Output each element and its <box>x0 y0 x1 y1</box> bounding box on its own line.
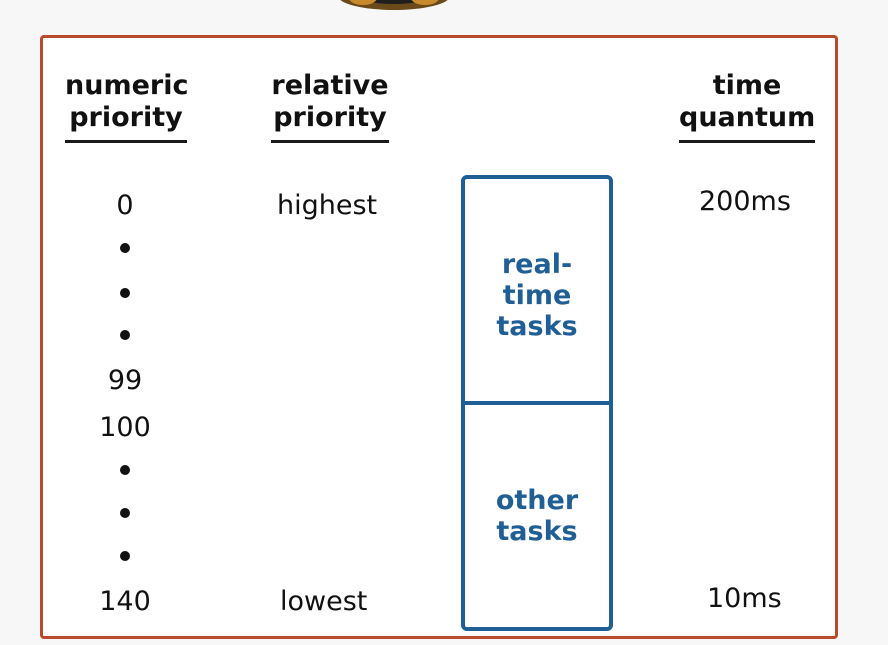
header-line: quantum <box>679 102 816 133</box>
ellipsis-dot <box>120 508 130 518</box>
ellipsis-dot <box>120 288 130 298</box>
other-tasks-segment: other tasks <box>465 485 609 547</box>
ellipsis-dot <box>120 243 130 253</box>
header-line: priority <box>69 102 183 133</box>
relative-highest: highest <box>277 190 378 221</box>
segment-line: tasks <box>496 311 578 342</box>
header-line: priority <box>273 102 387 133</box>
segment-line: tasks <box>496 516 578 547</box>
header-time-quantum: time quantum <box>679 70 815 143</box>
logo-icon <box>340 0 448 10</box>
task-priority-stack: real- time tasks other tasks <box>461 175 613 631</box>
header-relative-priority: relative priority <box>271 70 389 143</box>
priority-140: 140 <box>99 586 151 617</box>
time-quantum-top: 200ms <box>699 186 791 217</box>
header-line: relative <box>271 70 389 101</box>
header-numeric-priority: numeric priority <box>65 70 189 143</box>
time-quantum-bottom: 10ms <box>707 583 782 614</box>
segment-line: real- <box>501 249 573 280</box>
ellipsis-dot <box>120 551 130 561</box>
priority-99: 99 <box>107 365 143 396</box>
realtime-tasks-segment: real- time tasks <box>465 249 609 342</box>
header-line: numeric <box>65 70 189 101</box>
segment-line: other <box>495 485 579 516</box>
ellipsis-dot <box>120 465 130 475</box>
priority-0: 0 <box>116 190 134 221</box>
segment-divider <box>465 401 609 405</box>
relative-lowest: lowest <box>280 586 368 617</box>
ellipsis-dot <box>120 330 130 340</box>
segment-line: time <box>502 280 572 311</box>
priority-100: 100 <box>99 412 151 443</box>
header-line: time <box>712 70 782 101</box>
priority-diagram-frame: numeric priority relative priority time … <box>40 35 838 639</box>
